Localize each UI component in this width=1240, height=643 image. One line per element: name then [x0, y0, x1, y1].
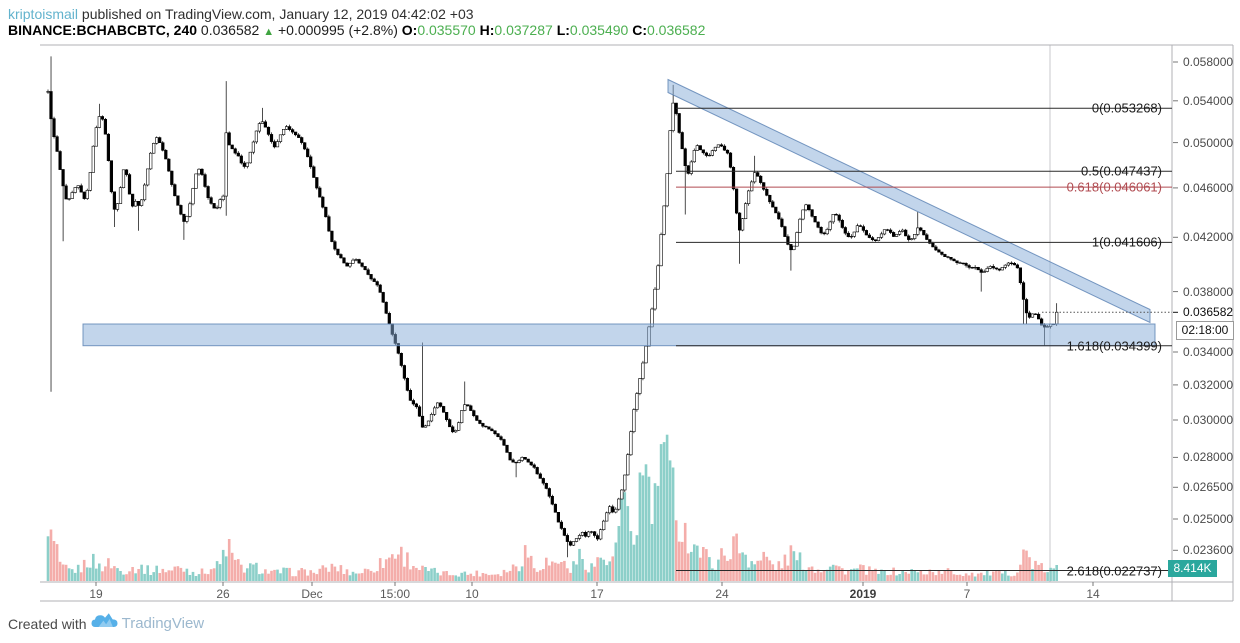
price-tick-label: 0.025000 [1183, 511, 1234, 526]
support-zone-band[interactable] [82, 323, 1156, 347]
low-label: L: [556, 22, 570, 38]
price-tick-label: 0.046000 [1183, 180, 1234, 195]
price-tick-label: 0.026500 [1183, 480, 1234, 495]
fib-level-label: 2.618(0.022737) [1066, 563, 1162, 578]
fib-level-label: 0.5(0.047437) [1081, 163, 1162, 179]
high-label: H: [479, 22, 495, 38]
last-price: 0.036582 [200, 22, 260, 38]
price-tick-label: 0.030000 [1183, 412, 1234, 427]
price-tick-label: 0.058000 [1183, 55, 1234, 69]
descending-trendline[interactable] [667, 78, 1151, 324]
tradingview-brand-text[interactable]: TradingView [121, 615, 205, 632]
created-with-text: Created with [8, 615, 87, 632]
volume-pane [46, 434, 1058, 581]
time-axis-label: 19 [89, 587, 103, 601]
open-value: 0.035570 [417, 22, 476, 38]
tradingview-logo-icon[interactable] [91, 612, 118, 635]
time-axis-label: Dec [301, 587, 323, 601]
price-change: +0.000995 (+2.8%) [277, 22, 398, 38]
up-arrow-icon: ▲ [263, 26, 275, 38]
open-label: O: [401, 22, 418, 38]
publish-header: kriptoismail published on TradingView.co… [8, 6, 474, 22]
close-label: C: [632, 22, 647, 38]
price-tick-label: 0.042000 [1183, 230, 1234, 245]
time-axis-label: 26 [216, 587, 230, 601]
time-axis-label: 17 [590, 587, 604, 601]
time-axis-label: 7 [963, 587, 971, 601]
username-link[interactable]: kriptoismail [8, 6, 79, 22]
symbol-legend: BINANCE:BCHABCBTC, 240 0.036582 ▲ +0.000… [8, 22, 705, 38]
low-value: 0.035490 [569, 22, 629, 38]
current-price-label: 0.036582 [1183, 305, 1234, 320]
published-text: published on TradingView.com, January 12… [78, 6, 474, 22]
price-tick-label: 0.023600 [1183, 543, 1234, 558]
time-axis-label: 24 [715, 587, 729, 601]
price-tick-label: 0.032000 [1183, 377, 1234, 392]
price-tick-label: 0.054000 [1183, 93, 1234, 108]
price-tick-label: 0.050000 [1183, 135, 1234, 150]
price-tick-label: 0.038000 [1183, 284, 1234, 299]
close-value: 0.036582 [646, 22, 706, 38]
fib-level-label: 0(0.053268) [1091, 100, 1162, 116]
time-axis-label: 15:00 [379, 587, 411, 601]
time-axis-label: 2019 [849, 587, 877, 601]
fib-level-label: 1(0.041606) [1091, 234, 1162, 250]
high-value: 0.037287 [494, 22, 553, 38]
price-tick-label: 0.028000 [1183, 450, 1234, 465]
tradingview-attribution: Created with TradingView [8, 612, 204, 635]
price-tick-label: 0.034000 [1183, 345, 1234, 359]
fib-level-label: 1.618(0.034399) [1066, 338, 1162, 354]
bar-countdown: 02:18:00 [1176, 321, 1234, 340]
volume-value-badge: 8.414K [1168, 560, 1217, 577]
candles [46, 56, 1059, 558]
time-axis-label: 14 [1086, 587, 1100, 601]
fib-level-label: 0.618(0.046061) [1066, 179, 1162, 195]
symbol-name[interactable]: BINANCE:BCHABCBTC, 240 [8, 22, 198, 38]
time-axis-label: 10 [465, 587, 479, 601]
